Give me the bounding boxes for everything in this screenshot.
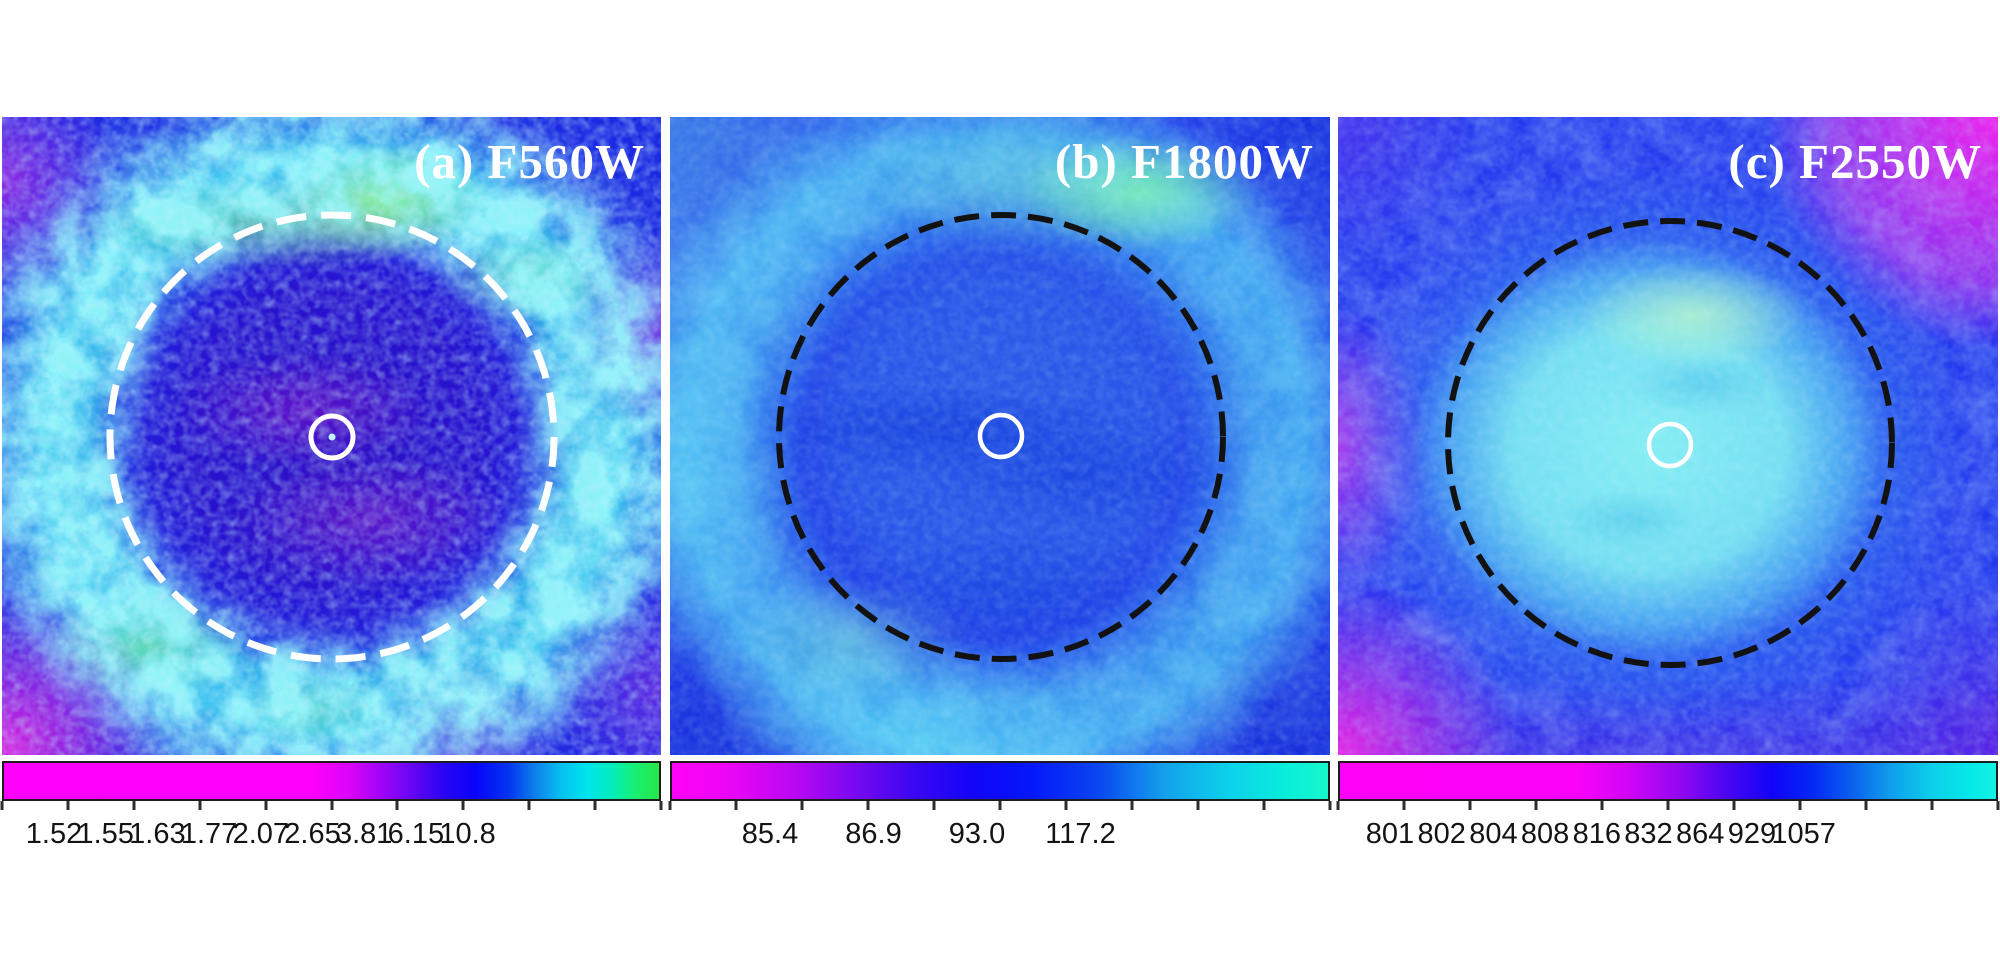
colorbar-tick-mark [198,801,202,810]
colorbar-gradient-f2550w [1340,763,1996,799]
colorbar-tick-label: 864 [1675,818,1725,850]
colorbar-tick-mark [1930,801,1934,810]
colorbar-tick-label: 808 [1520,818,1570,850]
colorbar-tick-label: 816 [1572,818,1621,850]
colorbar-ticks-f560w [0,801,663,811]
colorbar-tick-mark [1328,801,1332,810]
colorbar-tick-label: 6.15 [387,818,445,850]
colorbar-tick-mark [593,801,597,810]
colorbar-gradient-f1800w [672,763,1328,799]
colorbar-tick-mark [932,801,936,810]
colorbar-tick-mark [1196,801,1200,810]
colorbar-tick-label: 86.9 [845,818,902,850]
colorbar-tick-mark [1468,801,1472,810]
colorbar-tick-label: 117.2 [1045,818,1116,850]
colorbar-tick-mark [800,801,804,810]
colorbar-tick-mark [66,801,70,810]
colorbar-ticks-f1800w [668,801,1332,811]
panel-label-c: (c) F2550W [1728,134,1982,189]
colorbar-tick-mark [1666,801,1670,810]
colorbar-f1800w [670,761,1330,801]
colorbar-tick-label: 93.0 [948,818,1006,850]
panel-f1800w: (b) F1800W [670,117,1330,755]
nebula-image-f560w [2,117,661,755]
colorbar-scale-f1800w: 85.4 86.9 93.0 117.2 [670,816,1330,850]
colorbar-tick-label: 804 [1469,818,1518,850]
colorbar-tick-mark [1600,801,1604,810]
colorbar-tick-label: 802 [1417,818,1466,850]
panel-label-b: (b) F1800W [1054,134,1314,189]
colorbar-tick-label: 1.63 [129,818,186,850]
nebula-image-f1800w [670,117,1330,755]
colorbar-tick-mark [1534,801,1538,810]
colorbar-tick-label: 1.77 [180,818,238,850]
colorbar-tick-label: 1057 [1771,818,1836,850]
colorbar-ticks-f2550w [1336,801,2000,811]
panel-f2550w: (c) F2550W [1338,117,1998,755]
colorbar-tick-label: 832 [1624,818,1673,850]
panel-f560w: (a) F560W [2,117,661,755]
colorbar-f560w [2,761,661,801]
colorbar-tick-mark [866,801,870,810]
colorbar-scale-f560w: 1.52 1.55 1.63 1.77 2.07 2.65 3.81 6.15 10.8 [2,816,661,850]
colorbar-tick-mark [1798,801,1802,810]
colorbar-tick-mark [1130,801,1134,810]
colorbar-tick-label: 801 [1365,818,1415,850]
colorbar-tick-mark [734,801,738,810]
colorbar-tick-mark [1996,801,2000,810]
colorbar-tick-mark [1262,801,1266,810]
colorbar-f2550w [1338,761,1998,801]
colorbar-tick-label: 2.07 [232,818,290,850]
panel-label-a: (a) F560W [414,134,645,189]
colorbar-tick-mark [330,801,333,810]
colorbar-tick-mark [1064,801,1068,810]
colorbar-tick-mark [264,801,268,810]
colorbar-tick-label: 929 [1727,818,1777,850]
colorbar-tick-mark [1864,801,1868,810]
colorbar-tick-mark [132,801,136,810]
colorbar-tick-mark [659,801,663,810]
colorbar-tick-mark [0,801,4,810]
colorbar-tick-mark [998,801,1002,810]
nebula-image-f2550w [1338,117,1998,755]
colorbar-tick-label: 2.65 [284,818,341,850]
colorbar-tick-label: 1.52 [25,818,83,850]
colorbar-tick-mark [1732,801,1736,810]
colorbar-tick-label: 85.4 [741,818,799,850]
colorbar-tick-mark [395,801,399,810]
colorbar-tick-mark [668,801,672,810]
colorbar-tick-mark [461,801,465,810]
colorbar-tick-mark [1402,801,1406,810]
colorbar-gradient-f560w [4,763,659,799]
colorbar-tick-mark [527,801,531,810]
colorbar-tick-label: 1.55 [77,818,134,850]
colorbar-scale-f2550w: 801 802 804 808 816 832 864 929 1057 [1338,816,1998,850]
colorbar-tick-label: 3.81 [335,818,393,850]
colorbar-tick-label: 10.8 [439,818,496,850]
colorbar-tick-mark [1336,801,1340,810]
